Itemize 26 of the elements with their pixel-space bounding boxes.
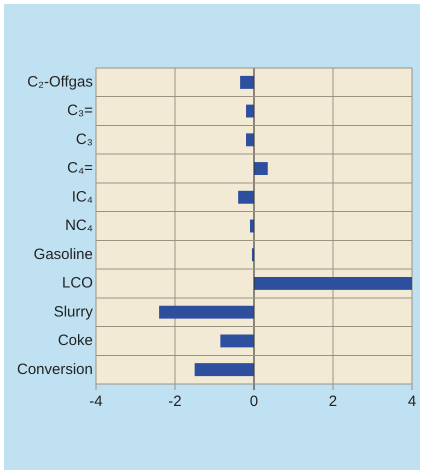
x-tick-label: 2	[328, 393, 338, 410]
bar	[220, 334, 254, 348]
y-tick-label: C₃	[76, 130, 93, 148]
bar	[194, 363, 254, 376]
x-tick-label: -4	[89, 393, 103, 410]
bar	[246, 133, 254, 146]
y-tick-label: C₄=	[67, 160, 94, 177]
bar	[240, 76, 254, 89]
y-tick-label: Slurry	[54, 303, 94, 320]
bar	[246, 104, 254, 118]
bar	[254, 276, 412, 290]
x-tick-label: -2	[168, 393, 182, 410]
y-tick-label: Coke	[58, 332, 93, 350]
bar	[159, 306, 254, 319]
y-tick-label: C₂-Offgas	[27, 74, 93, 91]
bar	[238, 190, 254, 204]
y-tick-label: LCO	[62, 274, 93, 292]
y-tick-label: C₃=	[67, 102, 94, 120]
bar	[250, 220, 254, 232]
x-tick-label: 4	[408, 393, 416, 410]
y-tick-label: NC₄	[65, 217, 93, 234]
y-tick-label: Gasoline	[34, 246, 93, 263]
x-tick-label: 0	[250, 393, 258, 410]
y-tick-label: IC₄	[72, 188, 93, 206]
bar	[254, 162, 268, 176]
y-tick-label: Conversion	[16, 360, 93, 378]
